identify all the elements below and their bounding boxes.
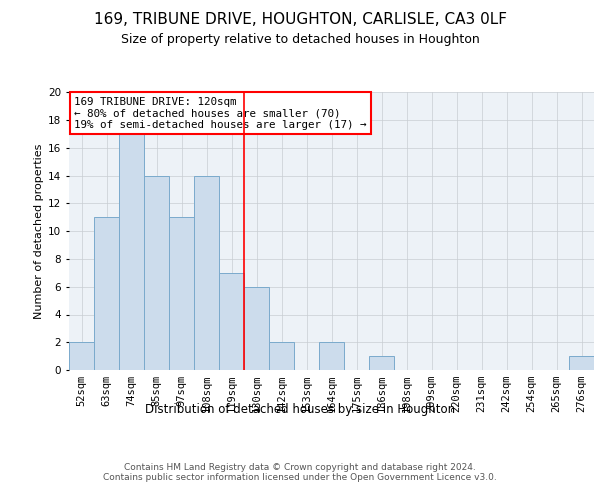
Bar (169, 218, 194, 370)
Bar (219, 273, 244, 370)
Bar (94, 218, 119, 370)
Y-axis label: Number of detached properties: Number of detached properties (34, 144, 44, 319)
Text: Contains HM Land Registry data © Crown copyright and database right 2024.
Contai: Contains HM Land Registry data © Crown c… (103, 462, 497, 482)
Text: Distribution of detached houses by size in Houghton: Distribution of detached houses by size … (145, 402, 455, 415)
Bar (269, 342, 294, 370)
Bar (369, 356, 394, 370)
Text: Size of property relative to detached houses in Houghton: Size of property relative to detached ho… (121, 32, 479, 46)
Bar (244, 286, 269, 370)
Text: 169, TRIBUNE DRIVE, HOUGHTON, CARLISLE, CA3 0LF: 169, TRIBUNE DRIVE, HOUGHTON, CARLISLE, … (94, 12, 506, 28)
Bar (144, 176, 169, 370)
Text: 169 TRIBUNE DRIVE: 120sqm
← 80% of detached houses are smaller (70)
19% of semi-: 169 TRIBUNE DRIVE: 120sqm ← 80% of detac… (74, 96, 367, 130)
Bar (194, 176, 219, 370)
Bar (69, 342, 94, 370)
Bar (569, 356, 594, 370)
Bar (119, 134, 144, 370)
Bar (319, 342, 344, 370)
